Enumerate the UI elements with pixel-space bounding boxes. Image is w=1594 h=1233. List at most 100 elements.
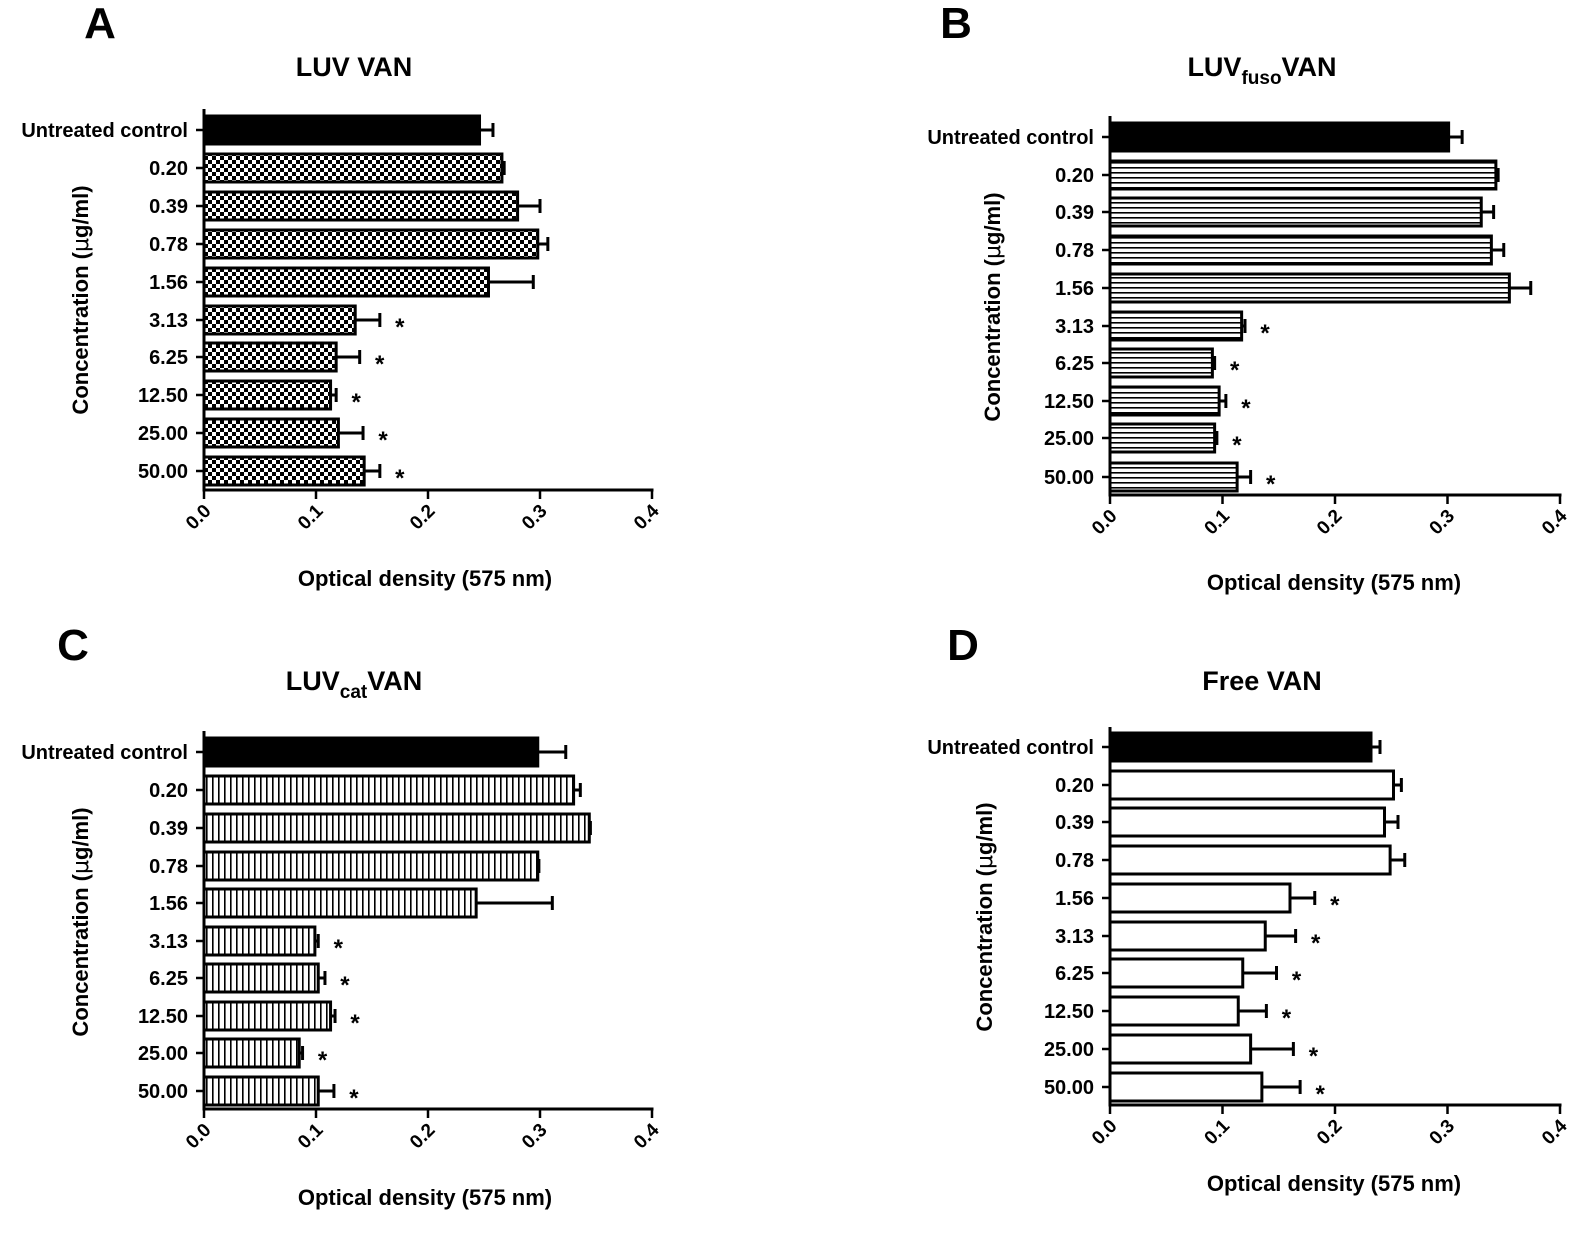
panel-c-bar: [202, 1075, 320, 1107]
panel-d-significance-star: *: [1309, 1043, 1319, 1070]
panel-a-bar: [202, 152, 504, 184]
panel-c-significance-star: *: [350, 1010, 360, 1037]
panel-a-title-main: LUV: [296, 52, 350, 82]
panel-a-bar: [202, 114, 482, 146]
panel-c-significance-star: *: [318, 1047, 328, 1074]
panel-a-bar: [202, 341, 338, 373]
panel-a: A LUV VAN Concentration (μg/ml) Optical den…: [21, 0, 664, 591]
panel-b-category-label: 3.13: [1055, 316, 1094, 338]
panel-a-title-tail: VAN: [350, 52, 413, 82]
panel-b-x-tick-label: 0.0: [1088, 506, 1122, 540]
panel-b-bar: [1108, 272, 1511, 304]
panel-c-bar: [202, 925, 317, 957]
panel-d-y-axis-label-tail: g/ml): [972, 802, 997, 855]
panel-a-x-tick-label: 0.4: [630, 500, 664, 534]
panel-b-x-tick-label: 0.4: [1538, 505, 1572, 539]
panel-b-category-label: Untreated control: [927, 127, 1094, 149]
panel-b-category-label: 0.39: [1055, 202, 1094, 224]
panel-a-category-label: 0.78: [149, 234, 188, 256]
panel-c-x-axis-label: Optical density (575 nm): [298, 1185, 552, 1210]
panel-a-significance-star: *: [378, 427, 388, 454]
panel-b-bar: [1108, 159, 1498, 191]
panel-b-x-axis-label: Optical density (575 nm): [1207, 570, 1461, 595]
panel-b-significance-star: *: [1241, 395, 1251, 422]
panel-c-category-label: 0.20: [149, 780, 188, 802]
panel-a-x-tick-label: 0.1: [294, 500, 328, 534]
panel-c-bar: [202, 774, 576, 806]
panel-b-bar: [1108, 121, 1451, 153]
panel-c-significance-star: *: [340, 972, 350, 999]
panel-b-y-axis-label-mu: μ: [981, 245, 1006, 259]
panel-a-significance-star: *: [395, 314, 405, 341]
panel-a-category-label: 25.00: [138, 423, 188, 445]
panel-b-category-label: 1.56: [1055, 278, 1094, 300]
panel-b-category-label: 50.00: [1044, 467, 1094, 489]
panel-a-letter: A: [84, 0, 116, 48]
panel-d-category-label: 0.39: [1055, 812, 1094, 834]
panel-a-title: LUV VAN: [296, 52, 413, 82]
panel-d-category-label: 1.56: [1055, 888, 1094, 910]
panel-a-bar: [202, 455, 366, 487]
panel-c-x-tick-label: 0.1: [294, 1119, 328, 1153]
panel-c-x-tick-label: 0.0: [182, 1120, 216, 1154]
panel-b-bar: [1108, 347, 1214, 379]
panel-c-bar: [202, 850, 540, 882]
panel-c-x-tick-label: 0.4: [630, 1119, 664, 1153]
panel-d-bar: [1108, 806, 1386, 838]
panel-d-category-label: 50.00: [1044, 1077, 1094, 1099]
panel-c-category-label: 3.13: [149, 931, 188, 953]
panel-d-title: Free VAN: [1202, 666, 1322, 696]
panel-a-category-label: 0.20: [149, 158, 188, 180]
panel-a-category-label: 3.13: [149, 310, 188, 332]
panel-b-title-tail: VAN: [1282, 52, 1337, 82]
panel-a-x-tick-label: 0.2: [406, 501, 440, 535]
panel-a-significance-star: *: [395, 465, 405, 492]
panel-a-bar: [202, 266, 490, 298]
panel-c-letter: C: [57, 621, 89, 670]
panel-d-bar: [1108, 1071, 1264, 1103]
panel-b-bar: [1108, 196, 1483, 228]
panel-d-bar: [1108, 844, 1392, 876]
panel-d-x-tick-label: 0.3: [1426, 1116, 1460, 1150]
panel-d-category-label: 25.00: [1044, 1039, 1094, 1061]
panel-b-category-label: 0.20: [1055, 165, 1094, 187]
panel-d-x-axis-label: Optical density (575 nm): [1207, 1171, 1461, 1196]
panel-c-category-label: 6.25: [149, 968, 188, 990]
panel-d-x-tick-label: 0.0: [1088, 1116, 1122, 1150]
panel-d-category-label: 12.50: [1044, 1001, 1094, 1023]
panel-d-bar: [1108, 920, 1267, 952]
panel-d-category-label: 0.78: [1055, 850, 1094, 872]
panel-d-title-main: Free VAN: [1202, 666, 1322, 696]
panel-a-category-label: 12.50: [138, 385, 188, 407]
panel-d-significance-star: *: [1292, 967, 1302, 994]
panel-b-significance-star: *: [1266, 471, 1276, 498]
panel-d: D Free VAN Concentration (μg/ml) Optical de…: [927, 621, 1572, 1196]
panel-c-bar: [202, 812, 591, 844]
panel-a-y-axis-label-tail: g/ml): [68, 185, 93, 238]
panel-c-y-axis-label-main: Concentration (: [68, 873, 93, 1036]
panel-d-x-tick-label: 0.1: [1201, 1115, 1235, 1149]
panel-c-title-tail: VAN: [367, 666, 422, 696]
panel-d-y-axis-label-main: Concentration (: [972, 868, 997, 1031]
panel-b-y-axis-label-main: Concentration (: [980, 258, 1005, 421]
panel-b-category-label: 6.25: [1055, 353, 1094, 375]
panel-a-x-tick-label: 0.0: [182, 501, 216, 535]
panel-c-category-label: 50.00: [138, 1081, 188, 1103]
panel-a-y-axis-label-main: Concentration (: [68, 251, 93, 414]
panel-d-bar: [1108, 769, 1395, 801]
panel-d-x-tick-label: 0.2: [1313, 1116, 1347, 1150]
panel-b-significance-star: *: [1232, 432, 1242, 459]
panel-c-significance-star: *: [349, 1085, 359, 1112]
panel-d-significance-star: *: [1311, 930, 1321, 957]
panel-b-y-axis-label-tail: g/ml): [980, 192, 1005, 245]
panel-c-y-axis-label-tail: g/ml): [68, 807, 93, 860]
panel-b-significance-star: *: [1260, 320, 1270, 347]
panel-d-category-label: 0.20: [1055, 775, 1094, 797]
panel-c-bar: [202, 962, 320, 994]
panel-b-bar: [1108, 234, 1493, 266]
panel-a-bar: [202, 190, 520, 222]
panel-d-category-label: 3.13: [1055, 926, 1094, 948]
panel-c-category-label: 25.00: [138, 1043, 188, 1065]
panel-a-category-label: 1.56: [149, 272, 188, 294]
panel-c-x-tick-label: 0.3: [518, 1120, 552, 1154]
